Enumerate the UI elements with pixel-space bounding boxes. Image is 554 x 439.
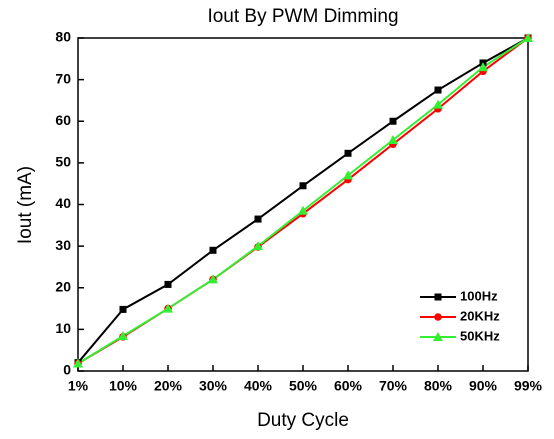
x-tick-label: 20% xyxy=(154,378,183,394)
marker xyxy=(478,62,488,72)
y-tick-label: 10 xyxy=(55,320,71,336)
legend-label: 20KHz xyxy=(460,308,500,323)
marker xyxy=(253,241,263,251)
marker xyxy=(73,358,83,368)
marker xyxy=(523,33,533,42)
x-tick-label: 90% xyxy=(469,378,498,394)
y-tick-label: 70 xyxy=(55,70,71,86)
marker xyxy=(119,305,127,313)
legend-marker xyxy=(434,293,442,301)
y-tick-label: 40 xyxy=(55,195,71,211)
legend-label: 100Hz xyxy=(460,288,498,303)
y-tick-label: 30 xyxy=(55,237,71,253)
x-tick-label: 80% xyxy=(424,378,453,394)
x-tick-label: 60% xyxy=(334,378,363,394)
x-tick-label: 30% xyxy=(199,378,228,394)
marker xyxy=(118,331,128,341)
y-axis-label: Iout (mA) xyxy=(15,166,36,244)
x-axis-label: Duty Cycle xyxy=(257,410,349,431)
x-tick-label: 1% xyxy=(68,378,89,394)
x-tick-label: 10% xyxy=(109,378,138,394)
marker xyxy=(434,86,442,94)
x-tick-label: 40% xyxy=(244,378,273,394)
y-tick-label: 50 xyxy=(55,154,71,170)
x-tick-label: 99% xyxy=(514,378,543,394)
legend-marker xyxy=(433,332,443,341)
marker xyxy=(208,274,218,284)
y-tick-label: 80 xyxy=(55,29,71,45)
marker xyxy=(298,205,308,215)
y-tick-label: 60 xyxy=(55,112,71,128)
marker xyxy=(343,170,353,180)
y-tick-label: 0 xyxy=(63,362,71,378)
marker xyxy=(388,134,398,144)
legend-label: 50KHz xyxy=(460,328,500,343)
y-tick-label: 20 xyxy=(55,278,71,294)
chart-title: Iout By PWM Dimming xyxy=(207,6,398,27)
marker xyxy=(163,303,173,313)
marker xyxy=(389,117,397,125)
marker xyxy=(344,149,352,157)
marker xyxy=(433,99,443,109)
legend-marker xyxy=(434,313,442,321)
marker xyxy=(254,215,262,223)
marker xyxy=(299,182,307,190)
marker xyxy=(209,246,217,254)
x-tick-label: 70% xyxy=(379,378,408,394)
marker xyxy=(164,280,172,288)
x-tick-label: 50% xyxy=(289,378,318,394)
